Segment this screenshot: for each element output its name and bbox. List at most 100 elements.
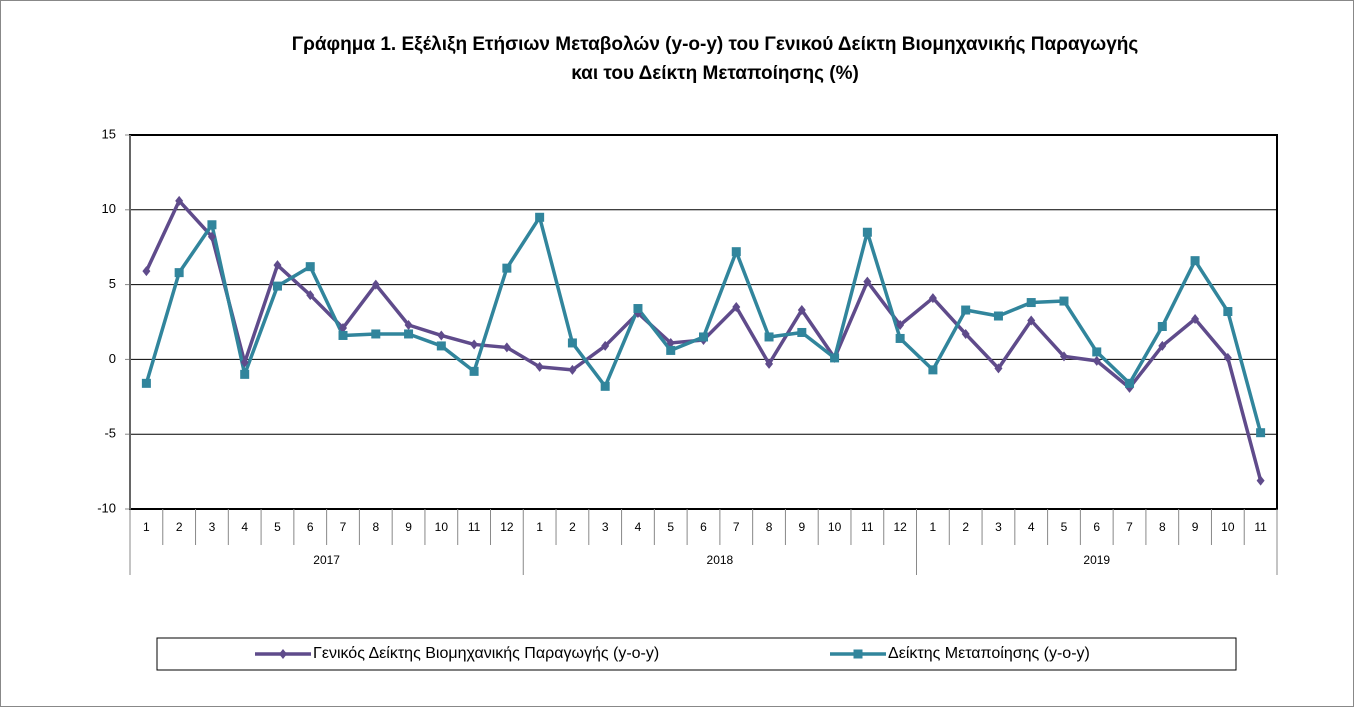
marker [1027, 315, 1036, 326]
marker [436, 341, 446, 351]
y-tick-label: 0 [109, 351, 116, 366]
marker [797, 305, 806, 316]
x-tick-label: 9 [1192, 520, 1199, 534]
marker [207, 220, 217, 230]
x-tick-label: 6 [1093, 520, 1100, 534]
marker [896, 319, 905, 330]
marker [666, 345, 676, 355]
x-tick-label: 2 [962, 520, 969, 534]
marker [567, 338, 577, 348]
marker [1157, 321, 1167, 331]
x-tick-label: 5 [667, 520, 674, 534]
x-tick-label: 1 [930, 520, 937, 534]
marker [600, 381, 610, 391]
marker [961, 328, 970, 339]
marker [338, 330, 348, 340]
marker [535, 212, 545, 222]
marker [830, 353, 840, 363]
y-tick-label: -5 [104, 426, 116, 441]
marker [633, 304, 643, 314]
marker [1223, 307, 1233, 317]
marker [765, 358, 774, 369]
x-tick-label: 5 [1061, 520, 1068, 534]
x-tick-label: 7 [1126, 520, 1133, 534]
x-tick-label: 11 [861, 520, 874, 534]
marker [502, 342, 511, 353]
marker [469, 366, 479, 376]
marker [863, 276, 872, 287]
x-tick-label: 12 [500, 520, 514, 534]
x-tick-label: 8 [1159, 520, 1166, 534]
x-tick-label: 11 [1254, 520, 1267, 534]
x-tick-label: 8 [766, 520, 773, 534]
x-tick-label: 10 [435, 520, 449, 534]
x-tick-label: 3 [602, 520, 609, 534]
marker [961, 305, 971, 315]
x-tick-label: 10 [828, 520, 842, 534]
marker [142, 266, 151, 277]
marker [1256, 428, 1266, 438]
marker [174, 268, 184, 278]
x-tick-label: 4 [635, 520, 642, 534]
x-tick-label: 2 [569, 520, 576, 534]
marker [141, 378, 151, 388]
marker [371, 329, 381, 339]
marker [339, 322, 348, 333]
marker [1223, 352, 1232, 363]
marker [797, 327, 807, 337]
y-tick-label: 15 [102, 126, 116, 141]
x-tick-label: 8 [372, 520, 379, 534]
x-tick-label: 2 [176, 520, 183, 534]
marker [1059, 296, 1069, 306]
marker [928, 293, 937, 304]
marker [601, 340, 610, 351]
marker [1059, 351, 1068, 362]
marker [1092, 347, 1102, 357]
marker [994, 363, 1003, 374]
x-tick-label: 4 [1028, 520, 1035, 534]
group-label: 2017 [313, 553, 340, 567]
marker [862, 227, 872, 237]
marker [273, 260, 282, 271]
marker [272, 281, 282, 291]
x-tick-label: 3 [995, 520, 1002, 534]
marker [404, 329, 414, 339]
marker [502, 263, 512, 273]
marker [1125, 378, 1135, 388]
legend-box [156, 637, 1237, 671]
x-tick-label: 10 [1221, 520, 1235, 534]
legend-label: Γενικός Δείκτης Βιομηχανικής Παραγωγής (… [313, 645, 659, 662]
marker [1026, 298, 1036, 308]
marker [1191, 314, 1200, 325]
x-tick-label: 12 [893, 520, 907, 534]
x-tick-label: 7 [340, 520, 347, 534]
marker [1092, 355, 1101, 366]
chart-title: Γράφημα 1. Εξέλιξη Ετήσιων Μεταβολών (y-… [292, 34, 1139, 55]
marker [928, 365, 938, 375]
y-tick-label: -10 [97, 500, 116, 515]
group-label: 2018 [707, 553, 734, 567]
marker [371, 279, 380, 290]
marker [731, 247, 741, 257]
x-tick-label: 9 [405, 520, 412, 534]
x-tick-label: 3 [209, 520, 216, 534]
marker [699, 332, 708, 342]
x-tick-label: 11 [468, 520, 481, 534]
x-tick-label: 1 [536, 520, 543, 534]
marker [1190, 256, 1200, 266]
marker [305, 262, 315, 272]
group-label: 2019 [1083, 553, 1110, 567]
marker [666, 337, 675, 348]
x-tick-label: 6 [700, 520, 707, 534]
marker [895, 333, 905, 343]
marker [175, 195, 184, 206]
marker [240, 357, 249, 368]
marker [732, 302, 741, 313]
legend-marker [279, 649, 287, 659]
x-tick-label: 4 [241, 520, 248, 534]
marker [1256, 475, 1265, 486]
marker [993, 311, 1003, 321]
x-tick-label: 9 [798, 520, 805, 534]
legend-label: Δείκτης Μεταποίησης (y-o-y) [888, 645, 1090, 662]
